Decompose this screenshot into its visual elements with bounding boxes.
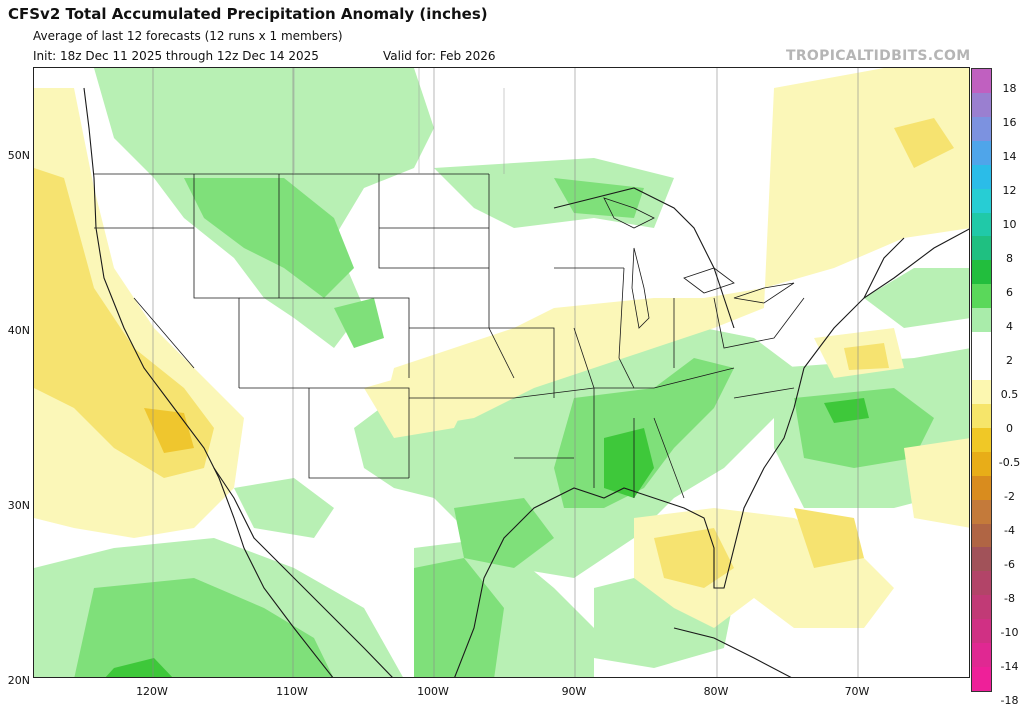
colorbar-segment bbox=[972, 595, 991, 620]
map-subtitle: Average of last 12 forecasts (12 runs x … bbox=[33, 29, 343, 43]
colorbar-segment bbox=[972, 643, 991, 668]
valid-time: Valid for: Feb 2026 bbox=[383, 49, 496, 63]
colorbar-tick-label: 0.5 bbox=[1000, 388, 1019, 401]
colorbar-segment bbox=[972, 547, 991, 572]
colorbar-segment bbox=[972, 619, 991, 644]
colorbar-tick-label: -0.5 bbox=[998, 456, 1021, 469]
colorbar-tick-label: 10 bbox=[1002, 218, 1017, 231]
colorbar-tick-label: 16 bbox=[1002, 116, 1017, 129]
colorbar-segment bbox=[972, 571, 991, 596]
colorbar-tick-label: -6 bbox=[1004, 558, 1015, 571]
colorbar-segment bbox=[972, 92, 991, 117]
lat-label: 40N bbox=[7, 324, 30, 337]
colorbar-tick-label: 6 bbox=[1006, 286, 1013, 299]
canada-borders bbox=[293, 68, 505, 174]
lakes bbox=[603, 197, 795, 329]
colorbar-segment bbox=[972, 212, 991, 237]
colorbar-segment bbox=[972, 164, 991, 189]
map-title: CFSv2 Total Accumulated Precipitation An… bbox=[8, 5, 488, 23]
colorbar-segment bbox=[972, 188, 991, 213]
init-time: Init: 18z Dec 11 2025 through 12z Dec 14… bbox=[33, 49, 319, 63]
colorbar-segment bbox=[972, 475, 991, 500]
colorbar-tick-label: -2 bbox=[1004, 490, 1015, 503]
colorbar-tick-label: -14 bbox=[1000, 660, 1019, 673]
colorbar-segment bbox=[972, 356, 991, 380]
map-canvas bbox=[34, 68, 969, 677]
colorbar-tick-label: 2 bbox=[1006, 354, 1013, 367]
lon-label: 110W bbox=[276, 685, 308, 698]
lat-label: 50N bbox=[7, 149, 30, 162]
colorbar-segment bbox=[972, 284, 991, 309]
colorbar-tick-label: 14 bbox=[1002, 150, 1017, 163]
lon-label: 80W bbox=[703, 685, 729, 698]
precip-anomaly-map bbox=[33, 67, 970, 678]
colorbar-tick-label: -8 bbox=[1004, 592, 1015, 605]
colorbar-tick-label: 12 bbox=[1002, 184, 1017, 197]
lat-label: 20N bbox=[7, 674, 30, 687]
colorbar-segment bbox=[972, 140, 991, 165]
colorbar-tick-label: -4 bbox=[1004, 524, 1015, 537]
colorbar-segment bbox=[972, 308, 991, 333]
colorbar-segment bbox=[972, 332, 991, 357]
lat-label: 30N bbox=[7, 499, 30, 512]
gold-shading bbox=[144, 408, 194, 453]
colorbar-tick-label: -10 bbox=[1000, 626, 1019, 639]
colorbar-segment bbox=[972, 69, 991, 93]
colorbar-segment bbox=[972, 523, 991, 548]
lon-label: 100W bbox=[417, 685, 449, 698]
lon-label: 70W bbox=[844, 685, 870, 698]
colorbar-segment bbox=[972, 451, 991, 476]
lon-label: 120W bbox=[136, 685, 168, 698]
colorbar-segment bbox=[972, 403, 991, 428]
colorbar-tick-label: -18 bbox=[1000, 694, 1019, 707]
site-credit: TROPICALTIDBITS.COM bbox=[786, 48, 971, 64]
lon-label: 90W bbox=[561, 685, 587, 698]
colorbar-tick-label: 8 bbox=[1006, 252, 1013, 265]
colorbar bbox=[971, 68, 992, 692]
state-borders bbox=[94, 173, 805, 499]
colorbar-tick-label: 0 bbox=[1006, 422, 1013, 435]
colorbar-tick-label: 4 bbox=[1006, 320, 1013, 333]
colorbar-tick-label: 18 bbox=[1002, 82, 1017, 95]
colorbar-segment bbox=[972, 260, 991, 285]
colorbar-segment bbox=[972, 379, 991, 404]
colorbar-segment bbox=[972, 667, 991, 691]
colorbar-segment bbox=[972, 499, 991, 524]
coastlines bbox=[83, 87, 969, 677]
colorbar-segment bbox=[972, 116, 991, 141]
colorbar-segment bbox=[972, 236, 991, 261]
colorbar-segment bbox=[972, 427, 991, 452]
